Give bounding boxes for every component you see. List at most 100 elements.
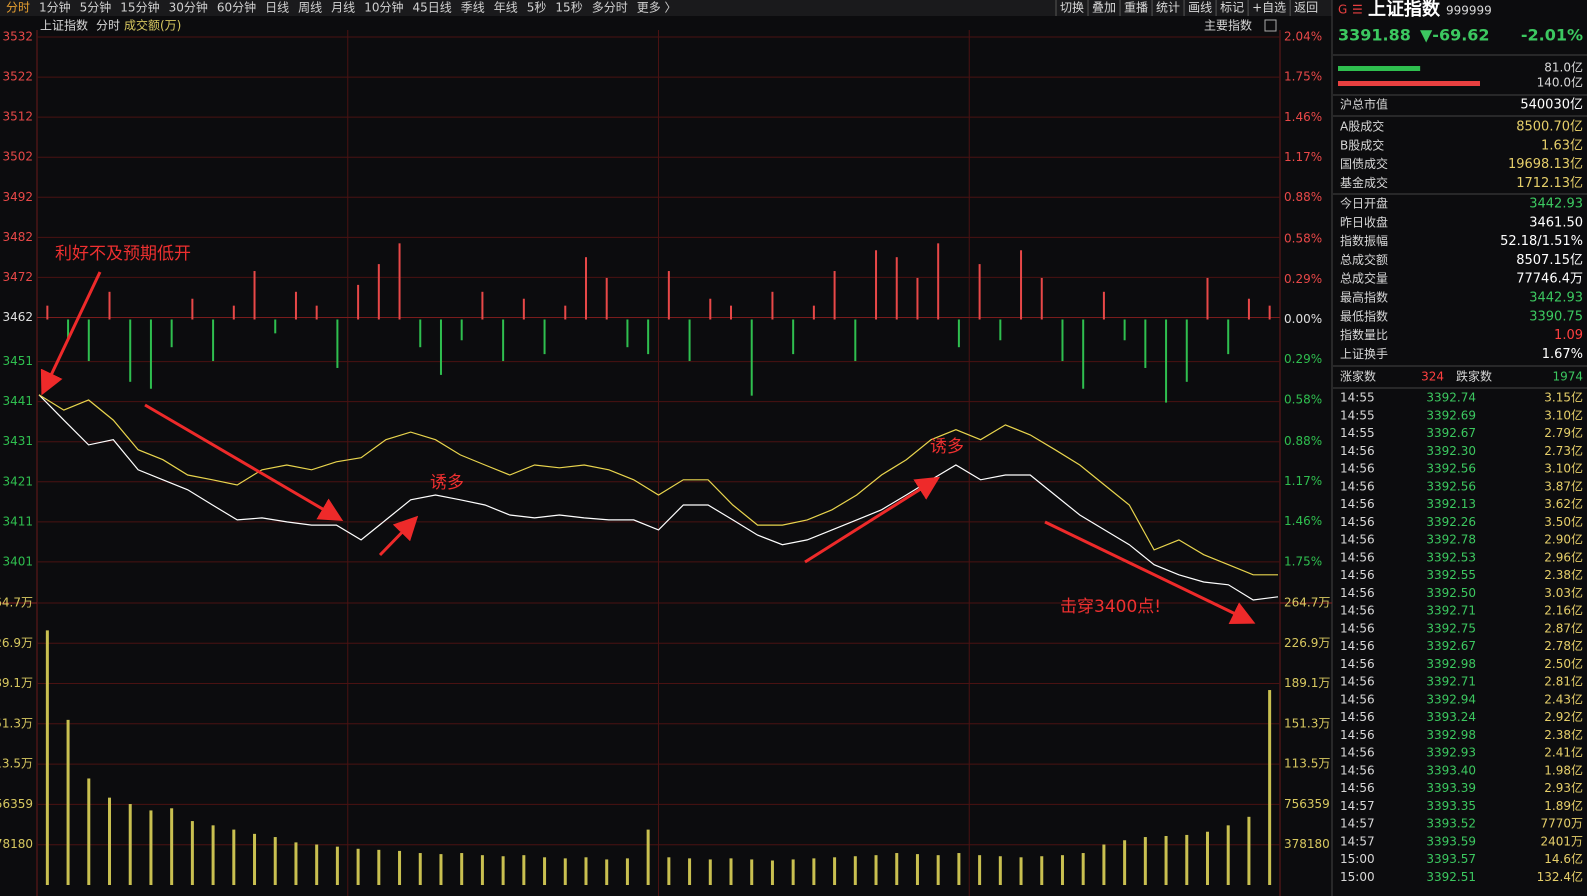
volume-tick-label: 113.5万 (1284, 757, 1330, 771)
toolbar-bg (0, 0, 1332, 16)
price-change: ▼-69.62 (1420, 26, 1490, 45)
period-tab[interactable]: 60分钟 (217, 0, 256, 15)
volume-bar (439, 854, 443, 885)
period-tab[interactable]: 15秒 (555, 1, 582, 15)
toolbar-action[interactable]: 画线 (1188, 1, 1212, 15)
stat-label: 基金成交 (1340, 175, 1388, 190)
volume-bar (66, 719, 70, 885)
volume-bar (1185, 834, 1189, 885)
momentum-bar (253, 271, 256, 320)
pct-tick-label: 1.75% (1284, 554, 1322, 568)
volume-bar (543, 857, 547, 885)
indicator-box[interactable] (1264, 19, 1277, 32)
tick-time: 14:56 (1340, 497, 1375, 511)
momentum-bar (108, 291, 111, 320)
volume-bar (45, 630, 49, 885)
momentum-bar (771, 291, 774, 320)
arrow (144, 403, 344, 522)
volume-bar (978, 855, 982, 885)
toolbar-action[interactable]: 返回 (1294, 1, 1318, 15)
momentum-bar (1144, 319, 1147, 368)
volume-bar (915, 854, 919, 885)
volume-bar (377, 849, 381, 885)
volume-bar (563, 858, 567, 885)
volume-bar (398, 850, 402, 885)
stat-value: 8507.15亿 (1516, 253, 1583, 268)
period-tab[interactable]: 年线 (494, 1, 518, 15)
tick-time: 14:55 (1340, 391, 1375, 405)
volume-bar (1164, 835, 1168, 885)
stat-label: 指数振幅 (1340, 233, 1388, 248)
toolbar-action[interactable]: 标记 (1220, 1, 1244, 15)
tick-amount: 3.62亿 (1544, 496, 1583, 511)
toolbar-action[interactable]: 切换 (1060, 1, 1084, 15)
momentum-bar (67, 319, 70, 341)
volume-tick-label: 151.3万 (1284, 716, 1330, 730)
stat-label: 总成交额 (1340, 252, 1388, 267)
indicator-label: 主要指数 (1204, 18, 1252, 33)
momentum-bar (564, 305, 567, 320)
pct-tick-label: 0.29% (1284, 272, 1322, 286)
period-tab[interactable]: 5分钟 (80, 0, 112, 15)
toolbar-action[interactable]: +自选 (1252, 1, 1286, 15)
period-tab[interactable]: 更多 〉 (637, 1, 677, 15)
period-tab[interactable]: 15分钟 (120, 0, 159, 15)
momentum-bar (502, 319, 505, 362)
momentum-bar (854, 319, 857, 362)
toolbar-action[interactable]: 统计 (1156, 1, 1180, 15)
momentum-bar (274, 319, 277, 334)
volume-tick-label: 264.7万 (1284, 596, 1330, 610)
tick-time: 14:56 (1340, 675, 1375, 689)
period-tab[interactable]: 周线 (298, 1, 322, 15)
volume-bar (874, 855, 878, 885)
tick-amount: 2.43亿 (1544, 691, 1583, 706)
tick-amount: 2401万 (1540, 834, 1583, 848)
period-tab[interactable]: 1分钟 (39, 0, 71, 15)
period-tab[interactable]: 日线 (265, 1, 289, 15)
tick-amount: 3.10亿 (1544, 407, 1583, 422)
volume-bar (1081, 853, 1085, 885)
tick-price: 3393.39 (1426, 781, 1476, 795)
volume-bar (812, 858, 816, 885)
pct-tick-label: 1.17% (1284, 150, 1322, 164)
momentum-bar (1040, 277, 1043, 320)
tick-amount: 2.50亿 (1544, 656, 1583, 671)
price-tick-label: 3522 (2, 70, 33, 84)
volume-bar (128, 804, 132, 885)
period-tab[interactable]: 5秒 (527, 1, 547, 15)
toolbar-action[interactable]: 叠加 (1092, 1, 1116, 15)
volume-tick-label: 378180 (1284, 837, 1330, 851)
tick-amount: 3.87亿 (1544, 478, 1583, 493)
period-tab[interactable]: 30分钟 (169, 0, 208, 15)
arrows (40, 271, 1256, 624)
down-count: 1974 (1552, 370, 1583, 384)
volume-bar (335, 846, 339, 885)
up-count: 324 (1421, 370, 1444, 384)
price-line (38, 394, 1278, 576)
period-tab[interactable]: 季线 (461, 1, 485, 15)
period-tab[interactable]: 10分钟 (364, 0, 403, 15)
stat-label: 上证换手 (1340, 347, 1388, 361)
toolbar-action[interactable]: 重播 (1124, 1, 1148, 15)
period-tab[interactable]: 分时 (6, 1, 30, 15)
momentum-bar (1185, 319, 1188, 382)
period-tab[interactable]: 45日线 (412, 1, 451, 15)
pct-tick-label: 1.46% (1284, 514, 1322, 528)
stat-value: 8500.70亿 (1516, 120, 1583, 135)
tick-time: 14:57 (1340, 799, 1375, 813)
tick-price: 3393.57 (1426, 852, 1476, 866)
tick-price: 3392.94 (1426, 692, 1476, 706)
momentum-bar (730, 305, 733, 320)
period-tab[interactable]: 月线 (331, 1, 355, 15)
momentum-bar (1102, 291, 1105, 320)
momentum-bar (460, 319, 463, 341)
period-tab[interactable]: 多分时 (592, 1, 628, 15)
volume-bar (957, 853, 961, 885)
stat-label: 最高指数 (1340, 290, 1388, 305)
stat-label: 今日开盘 (1340, 196, 1388, 211)
momentum-bar (1247, 298, 1250, 320)
stat-value: 1.09 (1554, 328, 1583, 343)
tick-time: 14:56 (1340, 604, 1375, 618)
